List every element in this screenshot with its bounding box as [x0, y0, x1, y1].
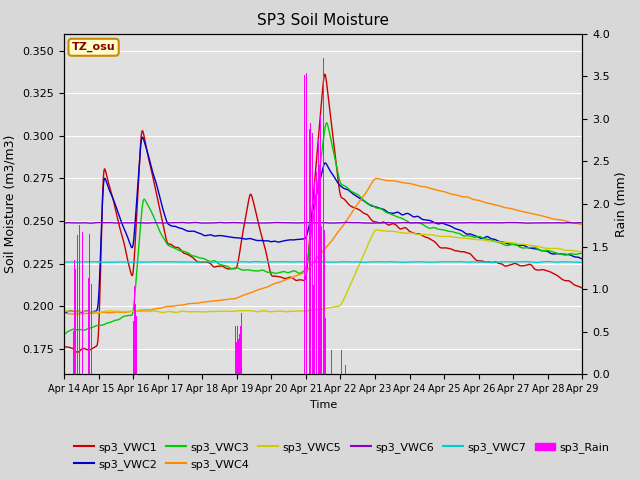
- Y-axis label: Soil Moisture (m3/m3): Soil Moisture (m3/m3): [4, 135, 17, 273]
- Legend: sp3_VWC1, sp3_VWC2, sp3_VWC3, sp3_VWC4, sp3_VWC5, sp3_VWC6, sp3_VWC7, sp3_Rain: sp3_VWC1, sp3_VWC2, sp3_VWC3, sp3_VWC4, …: [70, 438, 614, 474]
- X-axis label: Time: Time: [310, 400, 337, 409]
- Y-axis label: Rain (mm): Rain (mm): [616, 171, 628, 237]
- Title: SP3 Soil Moisture: SP3 Soil Moisture: [257, 13, 389, 28]
- Text: TZ_osu: TZ_osu: [72, 42, 115, 52]
